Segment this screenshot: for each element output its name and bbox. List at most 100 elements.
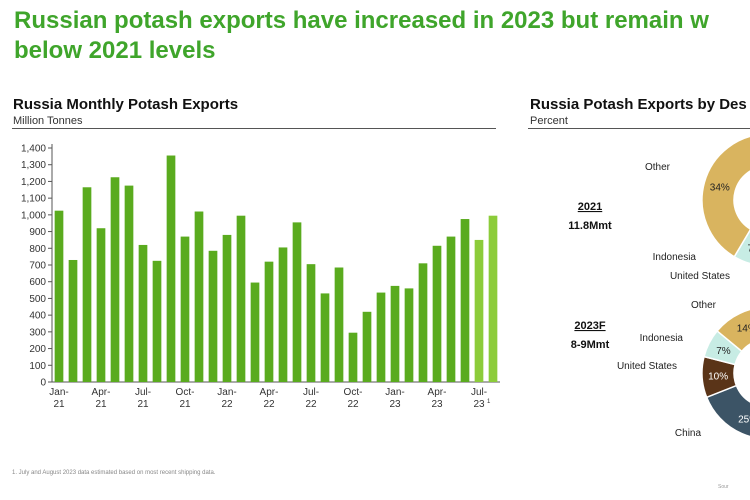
x-tick-footnote-marker: 1 <box>487 399 491 405</box>
slice-name-label: Indonesia <box>640 333 684 344</box>
x-tick-label-year: 21 <box>95 399 107 410</box>
x-tick-label-month: Jan- <box>385 387 404 398</box>
bar <box>292 222 302 382</box>
bar <box>362 311 372 382</box>
slice-value-label: 25% <box>738 414 750 425</box>
bar <box>390 285 400 382</box>
y-tick-label: 700 <box>29 261 46 272</box>
slice-name-label: China <box>675 428 702 439</box>
slice-name-label: Other <box>691 300 717 311</box>
bar <box>418 263 428 382</box>
bar <box>236 215 246 382</box>
x-tick-label-month: Apr- <box>428 387 447 398</box>
x-tick-label-month: Oct- <box>344 387 363 398</box>
slice-value-label: 34% <box>710 182 730 193</box>
bar <box>264 261 274 382</box>
y-tick-label: 400 <box>29 311 46 322</box>
bar-chart-title: Russia Monthly Potash Exports <box>13 96 239 113</box>
slice-name-label: Other <box>645 162 671 173</box>
donut-panel-title: Russia Potash Exports by Des <box>530 96 747 113</box>
x-tick-label-year: 21 <box>53 399 65 410</box>
y-tick-label: 0 <box>40 378 46 389</box>
y-tick-label: 1,300 <box>21 160 46 171</box>
slice-value-label: 7% <box>716 346 731 357</box>
bar <box>334 267 344 382</box>
x-tick-label-month: Oct- <box>176 387 195 398</box>
bar-chart-title-rule <box>12 128 496 129</box>
y-tick-label: 1,400 <box>21 144 46 155</box>
bar <box>348 332 358 382</box>
x-tick-label-month: Jan- <box>49 387 68 398</box>
slide-title-line1: Russian potash exports have increased in… <box>14 7 709 34</box>
y-tick-label: 1,100 <box>21 194 46 205</box>
x-tick-label-month: Jul- <box>303 387 319 398</box>
x-tick-label-month: Apr- <box>260 387 279 398</box>
source-note: Sour <box>718 484 729 490</box>
y-tick-label: 800 <box>29 244 46 255</box>
slide-title-line2: below 2021 levels <box>14 37 216 64</box>
bar <box>54 210 64 382</box>
donut-slice <box>701 135 750 258</box>
bar <box>96 228 106 382</box>
donut-slice <box>705 384 750 438</box>
x-tick-label-month: Apr- <box>92 387 111 398</box>
slice-name-label: Indonesia <box>653 252 697 263</box>
slice-value-label: 10% <box>708 372 728 383</box>
bar-chart-unit: Million Tonnes <box>13 115 83 127</box>
bar <box>180 236 190 382</box>
bar <box>124 185 134 382</box>
bar <box>460 219 470 382</box>
x-tick-label-month: Jul- <box>471 387 487 398</box>
y-tick-label: 600 <box>29 277 46 288</box>
x-tick-label-year: 22 <box>305 399 317 410</box>
bar <box>110 177 120 382</box>
bar <box>404 288 414 382</box>
donut-charts: 11%United States7%Indonesia34%Other20211… <box>568 135 750 439</box>
slide-title: Russian potash exports have increased in… <box>14 6 750 66</box>
bar <box>432 245 442 382</box>
y-tick-label: 900 <box>29 227 46 238</box>
bar <box>446 236 456 382</box>
y-tick-label: 300 <box>29 327 46 338</box>
bar <box>474 239 484 382</box>
bar <box>250 282 260 382</box>
bar <box>320 293 330 382</box>
y-tick-label: 500 <box>29 294 46 305</box>
bar <box>208 250 218 382</box>
x-tick-label-year: 23 <box>389 399 401 410</box>
y-tick-label: 200 <box>29 344 46 355</box>
bar <box>376 292 386 382</box>
y-tick-label: 1,200 <box>21 177 46 188</box>
donut-slice <box>716 308 750 353</box>
slice-name-label: United States <box>617 361 677 372</box>
y-tick-label: 100 <box>29 361 46 372</box>
slice-value-label: 14% <box>737 323 750 334</box>
x-tick-label-year: 21 <box>179 399 191 410</box>
bar <box>166 155 176 382</box>
x-tick-label-month: Jan- <box>217 387 236 398</box>
bar <box>82 187 92 382</box>
donut-total-label: 8-9Mmt <box>571 339 610 351</box>
donut-total-label: 11.8Mmt <box>568 220 612 232</box>
x-tick-label-year: 22 <box>221 399 233 410</box>
donut-panel-title-rule <box>528 128 750 129</box>
donut-panel-unit: Percent <box>530 115 568 127</box>
slice-value-label: 7% <box>748 244 750 255</box>
slice-name-label: United States <box>670 271 730 282</box>
bar <box>306 264 316 382</box>
bar <box>194 211 204 382</box>
bar <box>68 259 78 382</box>
bar-chart: 0 100 200 300 400 500 600 700 800 900 1,000 1,100 1,… <box>21 144 500 410</box>
x-tick-label-year: 22 <box>347 399 359 410</box>
bar <box>488 215 498 382</box>
x-tick-label-month: Jul- <box>135 387 151 398</box>
donut-year-label: 2021 <box>578 201 602 213</box>
bar <box>222 234 232 382</box>
y-tick-label: 1,000 <box>21 210 46 221</box>
x-tick-label-year: 21 <box>137 399 149 410</box>
bar <box>138 244 148 382</box>
footnote: 1. July and August 2023 data estimated b… <box>12 470 216 476</box>
x-tick-label-year: 23 <box>473 399 485 410</box>
bar <box>278 247 288 382</box>
bar <box>152 260 162 382</box>
